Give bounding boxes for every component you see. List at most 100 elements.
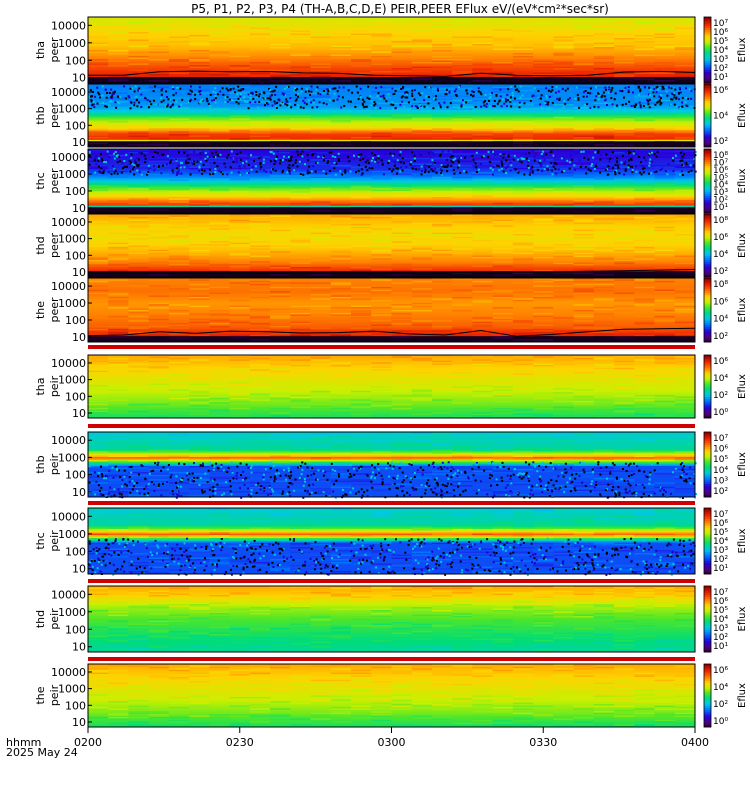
noise-pixel	[171, 86, 174, 89]
noise-pixel	[90, 100, 93, 103]
colorbar-tick-label: 10⁴	[713, 315, 728, 325]
noise-pixel	[299, 173, 302, 175]
flux-cell	[310, 162, 331, 164]
flux-cell	[553, 205, 574, 208]
flux-cell	[209, 112, 230, 115]
flux-cell	[168, 131, 190, 134]
noise-pixel	[689, 164, 692, 167]
flux-cell	[310, 27, 331, 30]
flux-cell	[391, 365, 412, 367]
flux-cell	[593, 201, 614, 204]
flux-cell	[290, 289, 311, 292]
energy-row	[88, 159, 695, 162]
flux-cell	[88, 451, 109, 454]
flux-cell	[249, 216, 271, 219]
flux-cell	[593, 328, 614, 331]
noise-pixel	[533, 155, 536, 158]
flux-cell	[553, 296, 574, 299]
flux-cell	[88, 185, 109, 188]
flux-cell	[512, 375, 534, 377]
flux-cell	[330, 251, 351, 254]
flux-cell	[432, 138, 453, 141]
noise-pixel	[349, 170, 352, 173]
flux-cell	[108, 63, 129, 66]
flux-cell	[411, 324, 432, 327]
noise-pixel	[334, 87, 337, 90]
flux-cell	[249, 30, 271, 33]
flux-cell	[634, 33, 655, 36]
flux-cell	[573, 186, 594, 189]
flux-cell	[108, 413, 129, 416]
flux-cell	[310, 210, 331, 212]
noise-pixel	[115, 106, 118, 109]
flux-cell	[654, 442, 675, 445]
noise-pixel	[485, 105, 488, 108]
noise-pixel	[303, 101, 306, 104]
flux-cell	[209, 397, 230, 400]
flux-cell	[108, 302, 129, 305]
noise-pixel	[498, 169, 501, 172]
noise-pixel	[479, 91, 482, 94]
flux-cell	[654, 192, 675, 195]
noise-pixel	[123, 160, 126, 162]
flux-cell	[371, 324, 392, 327]
flux-cell	[512, 26, 534, 28]
noise-pixel	[161, 88, 164, 91]
flux-cell	[634, 165, 655, 167]
flux-cell	[128, 446, 149, 449]
colorbar-tick-label: 10²	[713, 267, 728, 277]
energy-row	[88, 44, 695, 46]
noise-pixel	[375, 86, 377, 89]
colorbar-cell	[704, 185, 711, 188]
flux-cell	[654, 99, 675, 102]
flux-cell	[472, 434, 493, 437]
flux-cell	[533, 448, 554, 451]
flux-cell	[512, 264, 534, 266]
noise-pixel	[627, 164, 630, 167]
flux-cell	[229, 262, 250, 265]
flux-cell	[88, 142, 109, 145]
flux-cell	[452, 386, 473, 389]
flux-cell	[573, 141, 594, 144]
flux-cell	[533, 48, 554, 51]
noise-pixel	[141, 152, 144, 155]
noise-pixel	[176, 167, 178, 170]
flux-cell	[452, 176, 473, 179]
noise-pixel	[373, 101, 376, 103]
noise-pixel	[189, 173, 192, 176]
noise-pixel	[101, 158, 103, 161]
noise-pixel	[611, 103, 614, 106]
flux-cell	[674, 18, 695, 21]
flux-cell	[512, 302, 534, 305]
flux-cell	[674, 65, 695, 67]
noise-pixel	[88, 155, 91, 158]
flux-cell	[148, 326, 169, 328]
flux-cell	[108, 292, 129, 295]
noise-pixel	[630, 105, 633, 107]
flux-cell	[351, 183, 372, 186]
flux-cell	[108, 132, 129, 135]
flux-cell	[553, 122, 574, 125]
flux-cell	[88, 245, 109, 248]
energy-row	[88, 39, 695, 42]
flux-cell	[573, 99, 594, 102]
flux-cell	[614, 122, 635, 125]
flux-cell	[432, 294, 453, 296]
noise-pixel	[516, 88, 519, 91]
flux-cell	[593, 299, 614, 302]
flux-cell	[452, 188, 473, 191]
flux-cell	[452, 128, 473, 131]
noise-pixel	[597, 98, 600, 101]
noise-pixel	[176, 171, 179, 174]
noise-pixel	[101, 159, 104, 162]
noise-pixel	[289, 97, 292, 100]
noise-pixel	[555, 172, 558, 175]
flux-cell	[593, 175, 614, 178]
noise-pixel	[133, 90, 136, 93]
flux-cell	[330, 241, 351, 244]
flux-cell	[330, 249, 351, 252]
noise-pixel	[288, 164, 291, 167]
colorbar-cell	[704, 243, 711, 246]
flux-cell	[593, 327, 614, 330]
